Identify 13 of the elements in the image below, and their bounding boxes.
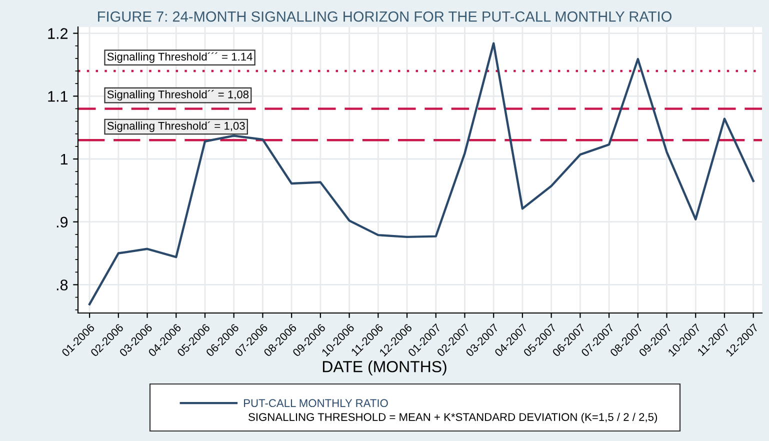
x-axis-title: DATE (MONTHS) <box>322 360 446 376</box>
y-tick-label: 1 <box>60 154 68 165</box>
chart-title: FIGURE 7: 24-MONTH SIGNALLING HORIZON FOR THE PUT-CALL MONTHLY RATIO <box>98 11 672 22</box>
y-tick-label: 1.1 <box>48 91 68 102</box>
ref-line-label: Signalling Threshold´ = 1,03 <box>107 121 245 132</box>
y-tick-label: 1.2 <box>48 28 68 39</box>
ref-line-label: Signalling Threshold´´ = 1,08 <box>107 90 249 101</box>
y-tick-label: .9 <box>56 216 68 228</box>
line-series <box>88 42 754 306</box>
text: SIGNALLING THRESHOLD = MEAN + K*STANDARD DEVIATION (K=1,5 / 2 / 2,5) <box>248 412 658 424</box>
ref-line-label: Signalling Threshold´´´ = 1.14 <box>107 52 252 63</box>
text: PUT-CALL MONTHLY RATIO <box>244 399 388 408</box>
y-tick-label: .8 <box>56 280 68 290</box>
